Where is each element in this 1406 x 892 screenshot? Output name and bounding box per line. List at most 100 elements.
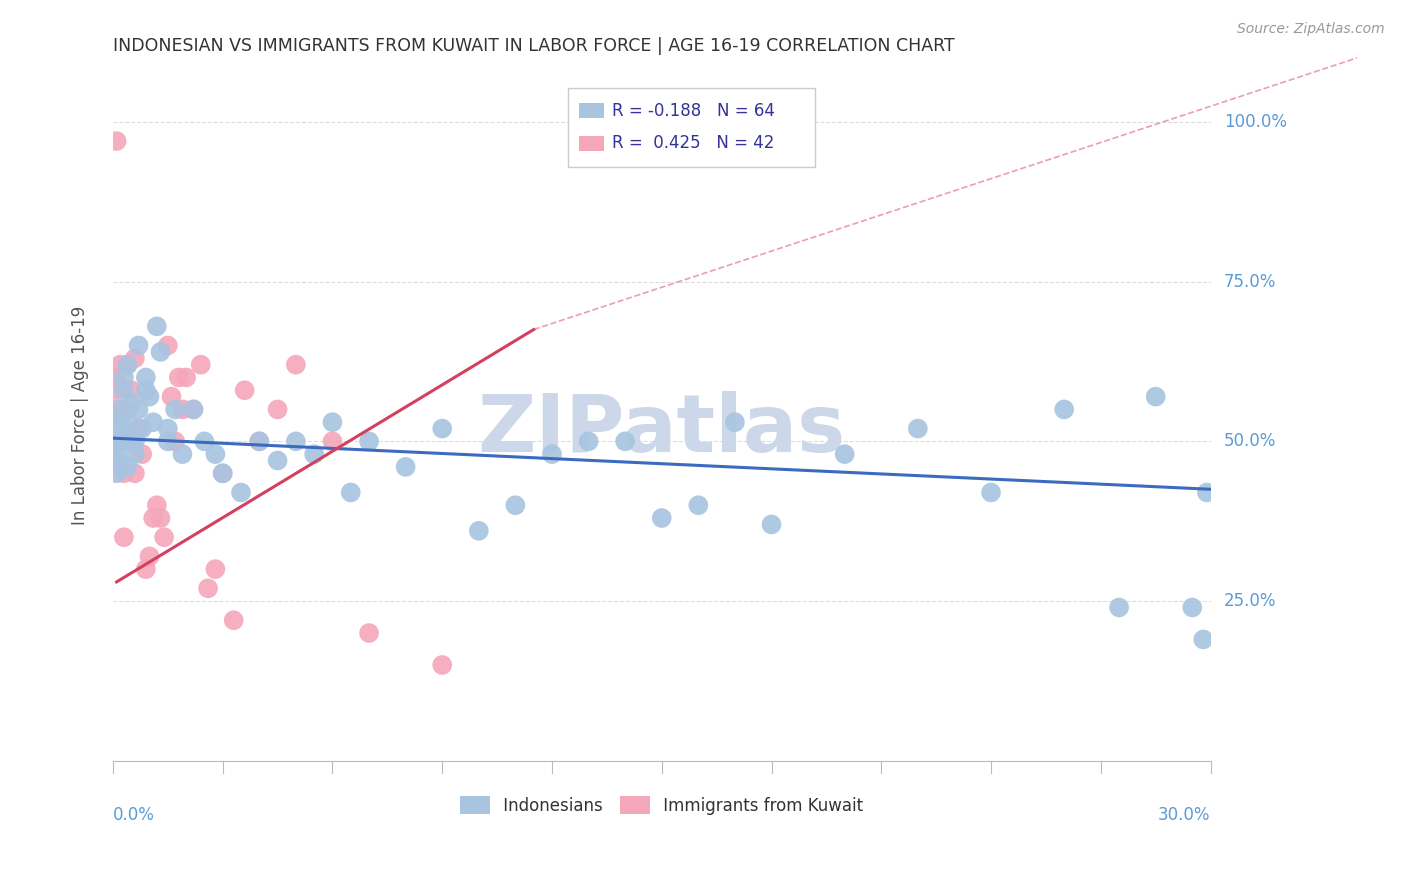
- Text: Source: ZipAtlas.com: Source: ZipAtlas.com: [1237, 22, 1385, 37]
- Point: [112, 370, 135, 384]
- Point: [112, 530, 135, 544]
- Point: [146, 319, 169, 334]
- Point: [211, 467, 233, 481]
- FancyBboxPatch shape: [568, 88, 815, 168]
- Point: [321, 415, 343, 429]
- FancyBboxPatch shape: [579, 136, 603, 151]
- Point: [117, 358, 139, 372]
- Point: [357, 626, 380, 640]
- Point: [153, 530, 176, 544]
- Point: [105, 134, 128, 148]
- Point: [105, 383, 128, 397]
- Point: [1053, 402, 1076, 417]
- Point: [229, 485, 252, 500]
- Point: [142, 415, 165, 429]
- Point: [1108, 600, 1130, 615]
- Point: [541, 447, 564, 461]
- Point: [302, 447, 325, 461]
- Point: [907, 421, 929, 435]
- Text: In Labor Force | Age 16-19: In Labor Force | Age 16-19: [70, 306, 89, 525]
- Point: [321, 434, 343, 449]
- Point: [266, 453, 288, 467]
- Point: [149, 344, 172, 359]
- Point: [1181, 600, 1204, 615]
- Point: [128, 402, 150, 417]
- Point: [117, 415, 139, 429]
- Point: [146, 498, 169, 512]
- Point: [193, 434, 215, 449]
- Point: [131, 447, 153, 461]
- Point: [174, 370, 197, 384]
- Point: [117, 402, 139, 417]
- Text: 75.0%: 75.0%: [1223, 273, 1277, 291]
- Point: [110, 415, 132, 429]
- Point: [167, 370, 190, 384]
- Point: [761, 517, 783, 532]
- Point: [165, 402, 187, 417]
- Point: [156, 434, 179, 449]
- Point: [117, 459, 139, 474]
- Point: [980, 485, 1002, 500]
- Point: [165, 434, 187, 449]
- Point: [156, 421, 179, 435]
- Point: [578, 434, 600, 449]
- Point: [110, 459, 132, 474]
- Text: INDONESIAN VS IMMIGRANTS FROM KUWAIT IN LABOR FORCE | AGE 16-19 CORRELATION CHAR: INDONESIAN VS IMMIGRANTS FROM KUWAIT IN …: [112, 37, 955, 55]
- Point: [112, 467, 135, 481]
- Point: [149, 511, 172, 525]
- Point: [1195, 485, 1218, 500]
- Point: [211, 467, 233, 481]
- Text: 100.0%: 100.0%: [1223, 113, 1286, 131]
- Text: 25.0%: 25.0%: [1223, 592, 1277, 610]
- Point: [105, 370, 128, 384]
- Point: [120, 434, 142, 449]
- Point: [1144, 390, 1167, 404]
- FancyBboxPatch shape: [579, 103, 603, 119]
- Point: [110, 434, 132, 449]
- Point: [120, 383, 142, 397]
- Point: [128, 421, 150, 435]
- Text: R =  0.425   N = 42: R = 0.425 N = 42: [613, 134, 775, 153]
- Point: [190, 358, 212, 372]
- Point: [395, 459, 418, 474]
- Point: [138, 390, 160, 404]
- Point: [105, 447, 128, 461]
- Point: [468, 524, 491, 538]
- Point: [124, 351, 146, 366]
- Point: [138, 549, 160, 564]
- Legend:  Indonesians,  Immigrants from Kuwait: Indonesians, Immigrants from Kuwait: [454, 789, 870, 822]
- Point: [124, 467, 146, 481]
- Point: [233, 383, 256, 397]
- Point: [183, 402, 205, 417]
- Point: [266, 402, 288, 417]
- Point: [142, 511, 165, 525]
- Point: [124, 447, 146, 461]
- Point: [135, 562, 157, 576]
- Point: [112, 383, 135, 397]
- Point: [284, 358, 307, 372]
- Point: [110, 402, 132, 417]
- Text: ZIPatlas: ZIPatlas: [478, 391, 846, 468]
- Point: [105, 453, 128, 467]
- Point: [124, 434, 146, 449]
- Point: [105, 402, 128, 417]
- Point: [131, 421, 153, 435]
- Point: [339, 485, 361, 500]
- Point: [724, 415, 747, 429]
- Point: [204, 562, 226, 576]
- Point: [432, 421, 454, 435]
- Point: [110, 402, 132, 417]
- Point: [688, 498, 710, 512]
- Point: [1192, 632, 1215, 647]
- Point: [135, 370, 157, 384]
- Point: [204, 447, 226, 461]
- Point: [110, 434, 132, 449]
- Point: [172, 402, 194, 417]
- Point: [834, 447, 856, 461]
- Point: [135, 383, 157, 397]
- Point: [432, 658, 454, 673]
- Point: [197, 582, 219, 596]
- Point: [247, 434, 270, 449]
- Point: [284, 434, 307, 449]
- Point: [105, 467, 128, 481]
